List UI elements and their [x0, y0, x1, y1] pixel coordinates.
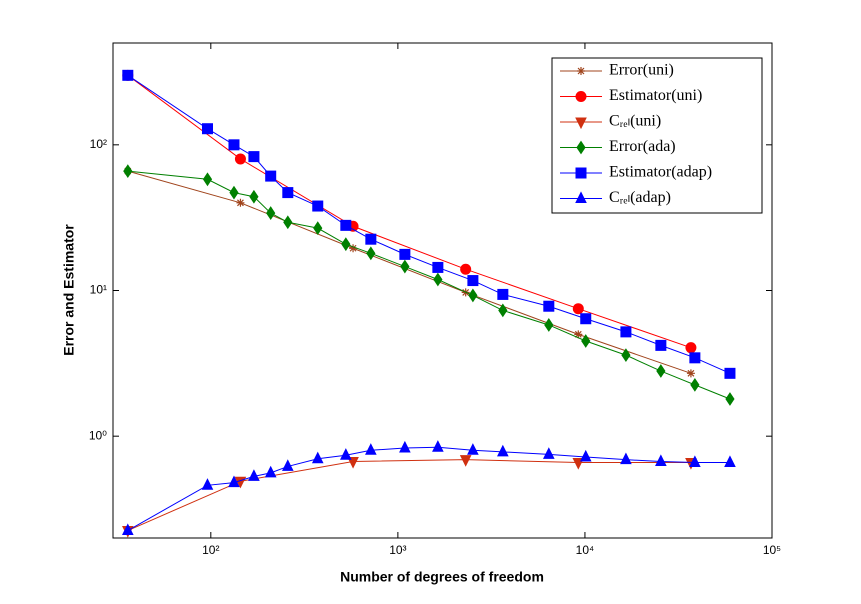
marker [655, 454, 667, 467]
legend-label: Estimator(adap) [609, 164, 712, 181]
legend-label: Cᵣₑₗ(uni) [609, 113, 661, 130]
marker [347, 457, 359, 469]
marker [725, 392, 735, 406]
marker [655, 339, 667, 351]
marker [433, 272, 443, 287]
marker [572, 303, 584, 315]
marker [689, 352, 701, 364]
legend-label: Error(ada) [609, 138, 676, 155]
series-line [127, 170, 692, 374]
legend-label: Error(uni) [609, 62, 674, 79]
marker [542, 447, 555, 459]
y-tick-label: 10¹ [90, 283, 107, 297]
marker [620, 326, 632, 338]
marker [234, 153, 246, 165]
legend-label: Cᵣₑₗ(adap) [609, 189, 671, 206]
marker [122, 523, 134, 536]
marker [498, 303, 508, 318]
x-tick-label: 10⁴ [576, 543, 595, 557]
marker [283, 215, 293, 230]
marker [724, 367, 736, 379]
series-line [127, 459, 691, 532]
marker [228, 475, 240, 488]
marker [467, 443, 479, 455]
marker [686, 369, 695, 378]
marker [690, 377, 700, 392]
marker [248, 469, 260, 481]
x-axis-label: Number of degrees of freedom [340, 569, 544, 585]
marker [580, 313, 592, 325]
marker [497, 444, 509, 457]
legend-marker [575, 191, 587, 203]
marker [689, 455, 701, 467]
marker [248, 151, 260, 163]
marker [400, 259, 410, 274]
series-line [127, 74, 692, 349]
marker [620, 452, 632, 465]
marker [366, 246, 376, 261]
marker [123, 164, 133, 179]
legend-marker [577, 67, 585, 75]
y-tick-label: 10⁰ [89, 428, 107, 442]
marker [574, 330, 583, 339]
marker [460, 263, 472, 275]
marker [621, 348, 631, 363]
marker [311, 451, 324, 464]
marker [459, 455, 472, 467]
marker [265, 170, 277, 182]
marker [399, 248, 411, 260]
marker [579, 449, 592, 462]
marker [468, 288, 478, 303]
marker [201, 478, 214, 490]
legend-marker [575, 117, 587, 130]
x-tick-label: 10³ [389, 543, 406, 557]
legend-marker [575, 91, 587, 102]
legend-marker [575, 167, 587, 179]
marker [202, 172, 213, 187]
marker [349, 244, 358, 253]
marker [282, 459, 294, 471]
marker [685, 342, 697, 354]
marker [724, 455, 736, 467]
marker [544, 318, 554, 332]
marker [341, 237, 351, 252]
marker [656, 364, 666, 378]
marker [236, 198, 245, 207]
marker [201, 123, 213, 135]
marker [312, 200, 324, 212]
y-tick-label: 10² [90, 137, 107, 151]
marker [340, 219, 352, 231]
marker [229, 185, 239, 200]
marker [497, 288, 509, 300]
marker [432, 440, 444, 452]
x-tick-label: 10² [202, 543, 219, 557]
marker [399, 440, 411, 453]
marker [432, 261, 444, 273]
marker [313, 221, 323, 236]
marker [365, 233, 377, 245]
marker [581, 334, 591, 348]
marker [340, 448, 352, 460]
marker [266, 206, 276, 220]
y-axis-label: Error and Estimator [61, 224, 77, 356]
marker [122, 69, 134, 81]
legend-marker [576, 140, 586, 155]
marker [264, 465, 277, 478]
marker [282, 187, 294, 199]
legend-box [551, 57, 763, 214]
x-tick-label: 10⁵ [763, 543, 781, 557]
marker [228, 139, 240, 151]
marker [467, 275, 479, 287]
marker [365, 443, 377, 455]
legend-label: Estimator(uni) [609, 87, 702, 104]
marker [249, 189, 259, 204]
marker [543, 300, 555, 312]
